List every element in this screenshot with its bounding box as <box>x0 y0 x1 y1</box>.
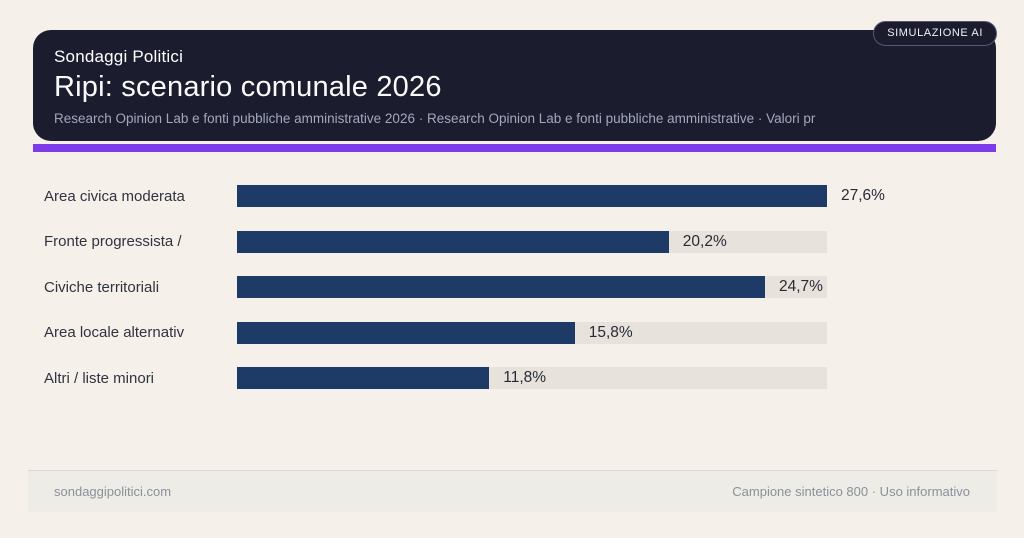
bar-value-label: 27,6% <box>841 187 885 204</box>
bar-track: 27,6% <box>237 185 885 207</box>
bar-row: Area civica moderata 27,6% <box>44 185 885 207</box>
bar-category-label: Fronte progressista / <box>44 233 182 250</box>
bar-value-label: 20,2% <box>682 232 727 250</box>
bar-fill <box>237 276 765 298</box>
bar-value-label: 11,8% <box>503 369 547 386</box>
bar-value-label: 15,8% <box>588 323 633 341</box>
bar-fill <box>237 367 490 389</box>
bar-category-label: Altri / liste minori <box>44 369 155 387</box>
bar-category-label: Area civica moderata <box>44 187 185 205</box>
bar-chart: Area civica moderata 27,6% Fronte progress… <box>44 185 885 389</box>
bar-track: 11,8% <box>237 367 827 389</box>
simulation-badge: SIMULAZIONE AI <box>873 21 997 46</box>
page-title: Ripi: scenario comunale 2026 <box>54 71 442 103</box>
bar-track: 20,2% <box>237 230 827 253</box>
bar-value-label: 24,7% <box>779 278 823 295</box>
header-card: Sondaggi Politici Ripi: scenario comunal… <box>33 30 996 141</box>
bar-category-label: Civiche territoriali <box>44 278 160 296</box>
footer-site: sondaggipolitici.com <box>54 484 172 499</box>
bar-row: Fronte progressista / 20,2% <box>44 230 827 253</box>
footer-strip: sondaggipolitici.com Campione sintetico … <box>28 470 997 512</box>
simulation-badge-label: SIMULAZIONE AI <box>887 27 983 39</box>
bar-row: Civiche territoriali 24,7% <box>44 276 827 298</box>
footer-note: Campione sintetico 800 · Uso informativo <box>732 484 970 499</box>
bar-fill <box>237 321 575 344</box>
source-subtitle: Research Opinion Lab e fonti pubbliche a… <box>54 111 816 126</box>
bar-track: 15,8% <box>237 321 827 344</box>
bar-fill <box>237 185 827 207</box>
bar-row: Altri / liste minori 11,8% <box>44 367 827 389</box>
accent-divider <box>33 144 996 152</box>
brand-kicker: Sondaggi Politici <box>54 47 184 66</box>
bar-fill <box>237 230 669 253</box>
bar-category-label: Area locale alternativ <box>44 324 185 341</box>
bar-track: 24,7% <box>237 276 827 298</box>
bar-row: Area locale alternativ 15,8% <box>44 321 827 344</box>
